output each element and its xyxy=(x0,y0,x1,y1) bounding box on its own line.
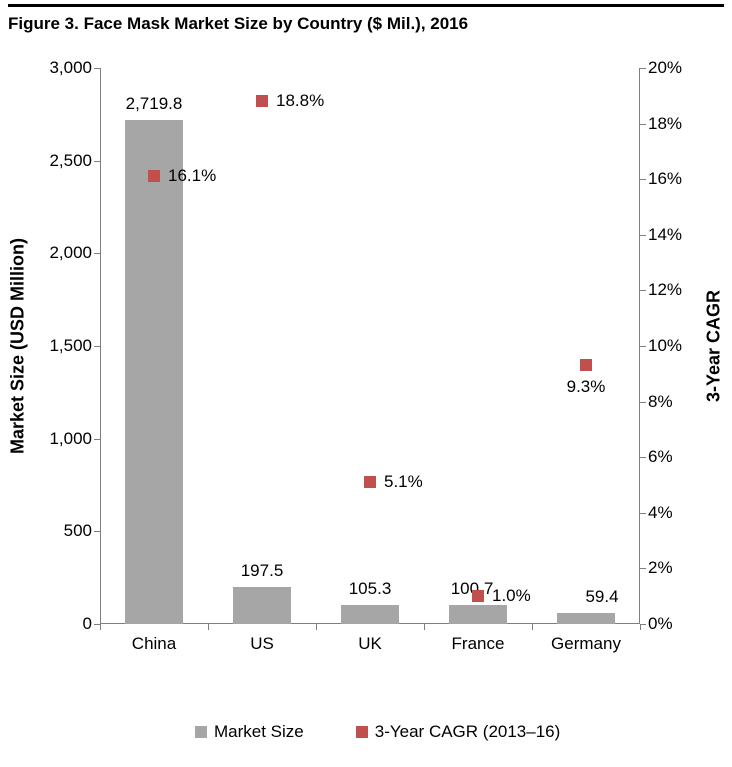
y-right-tick xyxy=(640,457,646,458)
bar xyxy=(125,120,183,624)
y-right-tick xyxy=(640,346,646,347)
x-tick xyxy=(640,624,641,630)
cagr-marker xyxy=(580,359,592,371)
bar xyxy=(233,587,291,624)
bar-value-label: 59.4 xyxy=(585,587,618,607)
bar-value-label: 197.5 xyxy=(241,561,284,581)
x-tick-label: UK xyxy=(358,634,382,654)
bar-value-label: 105.3 xyxy=(349,579,392,599)
y-right-tick-label: 8% xyxy=(648,392,673,412)
plot-area: 05001,0001,5002,0002,5003,0000%2%4%6%8%1… xyxy=(100,68,640,624)
cagr-marker xyxy=(148,170,160,182)
legend-label-markers: 3-Year CAGR (2013–16) xyxy=(375,722,561,742)
x-tick-label: US xyxy=(250,634,274,654)
bar xyxy=(557,613,615,624)
y-right-tick xyxy=(640,235,646,236)
legend-swatch-bars xyxy=(195,726,207,738)
x-tick-label: Germany xyxy=(551,634,621,654)
y-left-tick xyxy=(94,346,100,347)
y-left-tick-label: 2,500 xyxy=(49,151,92,171)
y-right-tick-label: 16% xyxy=(648,169,682,189)
y-axis-left-line xyxy=(100,68,101,624)
bar-value-label: 2,719.8 xyxy=(126,94,183,114)
y-right-tick-label: 2% xyxy=(648,558,673,578)
legend-label-bars: Market Size xyxy=(214,722,304,742)
y-right-tick-label: 4% xyxy=(648,503,673,523)
y-right-tick-label: 6% xyxy=(648,447,673,467)
y-right-tick-label: 20% xyxy=(648,58,682,78)
y-left-tick-label: 1,000 xyxy=(49,429,92,449)
legend: Market Size 3-Year CAGR (2013–16) xyxy=(195,722,560,742)
y-right-tick xyxy=(640,290,646,291)
cagr-marker xyxy=(364,476,376,488)
y-right-tick-label: 10% xyxy=(648,336,682,356)
y-right-tick-label: 14% xyxy=(648,225,682,245)
x-tick xyxy=(100,624,101,630)
bar xyxy=(449,605,507,624)
x-tick xyxy=(532,624,533,630)
y-left-tick-label: 1,500 xyxy=(49,336,92,356)
y-left-tick xyxy=(94,531,100,532)
y-right-tick-label: 18% xyxy=(648,114,682,134)
y-right-tick xyxy=(640,568,646,569)
cagr-marker xyxy=(472,590,484,602)
y-right-tick-label: 12% xyxy=(648,280,682,300)
cagr-value-label: 1.0% xyxy=(492,586,531,606)
y-left-tick xyxy=(94,161,100,162)
y-left-tick-label: 2,000 xyxy=(49,243,92,263)
cagr-value-label: 16.1% xyxy=(168,166,216,186)
y-right-tick xyxy=(640,124,646,125)
cagr-value-label: 5.1% xyxy=(384,472,423,492)
y-right-tick xyxy=(640,68,646,69)
y-right-tick-label: 0% xyxy=(648,614,673,634)
legend-item-bars: Market Size xyxy=(195,722,304,742)
cagr-value-label: 18.8% xyxy=(276,91,324,111)
y-left-tick xyxy=(94,439,100,440)
y-axis-right-title: 3-Year CAGR xyxy=(704,290,725,402)
y-right-tick xyxy=(640,402,646,403)
figure-container: Figure 3. Face Mask Market Size by Count… xyxy=(0,0,732,767)
y-left-tick xyxy=(94,253,100,254)
top-rule xyxy=(8,4,724,7)
figure-title: Figure 3. Face Mask Market Size by Count… xyxy=(8,14,468,34)
x-tick xyxy=(424,624,425,630)
x-tick xyxy=(208,624,209,630)
x-tick-label: France xyxy=(452,634,505,654)
y-left-tick xyxy=(94,68,100,69)
y-axis-left-title: Market Size (USD Million) xyxy=(8,238,29,454)
bar xyxy=(341,605,399,625)
legend-item-markers: 3-Year CAGR (2013–16) xyxy=(356,722,561,742)
cagr-value-label: 9.3% xyxy=(567,377,606,397)
y-right-tick xyxy=(640,513,646,514)
y-left-tick-label: 3,000 xyxy=(49,58,92,78)
x-tick-label: China xyxy=(132,634,176,654)
x-tick xyxy=(316,624,317,630)
legend-swatch-markers xyxy=(356,726,368,738)
cagr-marker xyxy=(256,95,268,107)
y-left-tick-label: 0 xyxy=(83,614,92,634)
y-right-tick xyxy=(640,179,646,180)
y-left-tick-label: 500 xyxy=(64,521,92,541)
